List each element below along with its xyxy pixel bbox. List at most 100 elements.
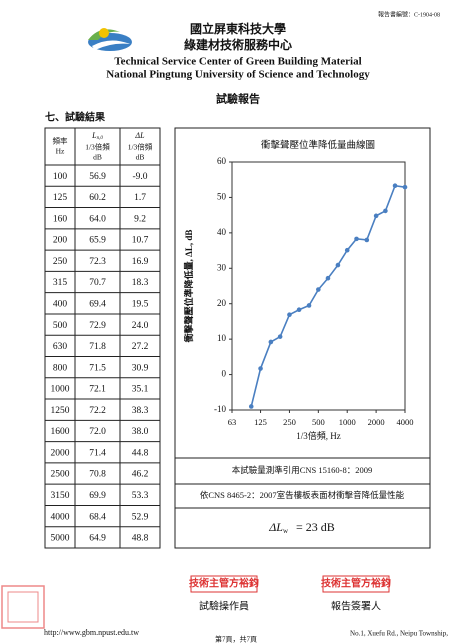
y-tick-label: 0 — [222, 369, 227, 379]
note: 依CNS 8465-2：2007室告樓板表面材衝擊音降低量性能 — [200, 490, 405, 500]
data-point — [364, 237, 370, 243]
result-text: = 23 dB — [296, 520, 335, 534]
cell-text: 4000 — [51, 512, 70, 522]
data-point — [268, 339, 274, 345]
cell-text: 30.9 — [132, 363, 149, 373]
cell-text: -9.0 — [132, 172, 147, 182]
cell-text: 1000 — [51, 385, 70, 395]
footer-address: No.1, Xuefu Rd., Neipu Township, — [350, 630, 448, 638]
cell-text: 200 — [53, 236, 68, 246]
x-tick-label: 2000 — [368, 417, 385, 427]
header-text: dB — [93, 153, 102, 162]
y-tick-label: 10 — [217, 333, 227, 343]
cell-text: 72.0 — [89, 427, 106, 437]
stamp: 技術主管方裕鈞 — [321, 576, 391, 589]
x-axis-label: 1/3倍頻, Hz — [296, 430, 341, 441]
data-point — [306, 303, 312, 308]
org-en: Technical Service Center of Green Buildi… — [114, 56, 361, 68]
cell-text: 64.9 — [89, 534, 106, 544]
stamp: 技術主管方裕鈞 — [189, 576, 259, 589]
cell-text: 48.8 — [132, 534, 149, 544]
data-point — [325, 275, 331, 281]
cell-text: 35.1 — [132, 385, 149, 395]
cell-text: 27.2 — [132, 342, 149, 352]
signature-role: 報告簽署人 — [331, 599, 381, 612]
cell-text: 16.9 — [132, 257, 149, 267]
cell-text: 65.9 — [89, 236, 106, 246]
footer-page: 第7頁，共7頁 — [215, 635, 257, 644]
header-symbol: Ln,0 — [91, 131, 103, 141]
y-axis-label: 衝擊聲壓位準降低量, ΔL, dB — [183, 230, 194, 344]
data-point — [258, 366, 263, 371]
cell-text: 72.2 — [89, 406, 106, 416]
cell-text: 71.8 — [89, 342, 106, 352]
x-tick-label: 250 — [283, 417, 296, 427]
doc-title: 試驗報告 — [216, 92, 260, 106]
cell-text: 18.3 — [132, 278, 149, 288]
y-tick-label: -10 — [214, 404, 226, 414]
header-text: 1/3倍頻 — [128, 142, 153, 152]
subscript: n,0 — [97, 136, 104, 141]
symbol: L — [91, 131, 97, 140]
header-text: dB — [136, 153, 145, 162]
section-title: 七、試驗結果 — [45, 110, 106, 123]
cell-text: 800 — [53, 363, 68, 373]
cell-text: 3150 — [51, 491, 70, 501]
x-tick-label: 1000 — [339, 417, 356, 427]
footer-url: http://www.gbm.npust.edu.tw — [44, 628, 139, 637]
table-border — [44, 127, 161, 549]
cell-text: 400 — [53, 299, 68, 309]
cell-text: 60.2 — [89, 193, 106, 203]
cell-text: 10.7 — [132, 236, 149, 246]
cell-text: 68.4 — [89, 512, 106, 522]
header-text: Hz — [56, 147, 65, 156]
org-zh: 綠建材技術服務中心 — [184, 37, 292, 52]
data-point — [383, 208, 388, 214]
cell-text: 2500 — [51, 470, 70, 480]
cell-text: 69.4 — [89, 299, 106, 309]
cell-text: 2000 — [51, 448, 70, 458]
data-point — [344, 247, 350, 253]
cell-text: 630 — [53, 342, 68, 352]
cell-text: 69.9 — [89, 491, 106, 501]
cell-text: 56.9 — [89, 172, 106, 182]
data-point — [248, 404, 254, 409]
y-tick-label: 50 — [217, 191, 227, 201]
chart-title: 衝擊聲壓位準降低量曲線圖 — [261, 139, 375, 151]
data-point — [335, 262, 341, 268]
x-tick-label: 4000 — [397, 417, 414, 427]
data-point — [392, 183, 398, 189]
cell-text: 100 — [53, 172, 68, 182]
cell-text: 72.9 — [89, 321, 106, 331]
cell-text: 5000 — [51, 534, 70, 544]
y-tick-label: 30 — [217, 262, 227, 272]
cell-text: 160 — [53, 214, 68, 224]
cell-text: 1.7 — [134, 193, 146, 203]
chart-frame — [174, 127, 431, 549]
note: 本試驗量測準引用CNS 15160-8：2009 — [232, 465, 373, 475]
cell-text: 38.3 — [132, 406, 149, 416]
cell-text: 38.0 — [132, 427, 149, 437]
header-text: 頻率 — [53, 136, 68, 146]
x-tick-label: 125 — [254, 417, 267, 427]
org-zh: 國立屏東科技大學 — [190, 21, 286, 36]
cell-text: 44.8 — [132, 448, 149, 458]
cell-text: 24.0 — [132, 321, 149, 331]
data-point — [287, 312, 292, 317]
cell-text: 71.4 — [89, 448, 106, 458]
seal — [1, 585, 45, 629]
symbol: ΔL — [134, 131, 145, 140]
cell-text: 19.5 — [132, 299, 149, 309]
cell-text: 500 — [53, 321, 68, 331]
data-point — [373, 213, 379, 219]
header-symbol: ΔL — [134, 131, 145, 140]
result-symbol: ΔL — [268, 520, 283, 534]
cell-text: 1250 — [51, 406, 70, 416]
y-tick-label: 20 — [217, 298, 227, 308]
header-text: 1/3倍頻 — [85, 142, 110, 152]
y-tick-label: 60 — [217, 156, 227, 166]
cell-text: 250 — [53, 257, 68, 267]
